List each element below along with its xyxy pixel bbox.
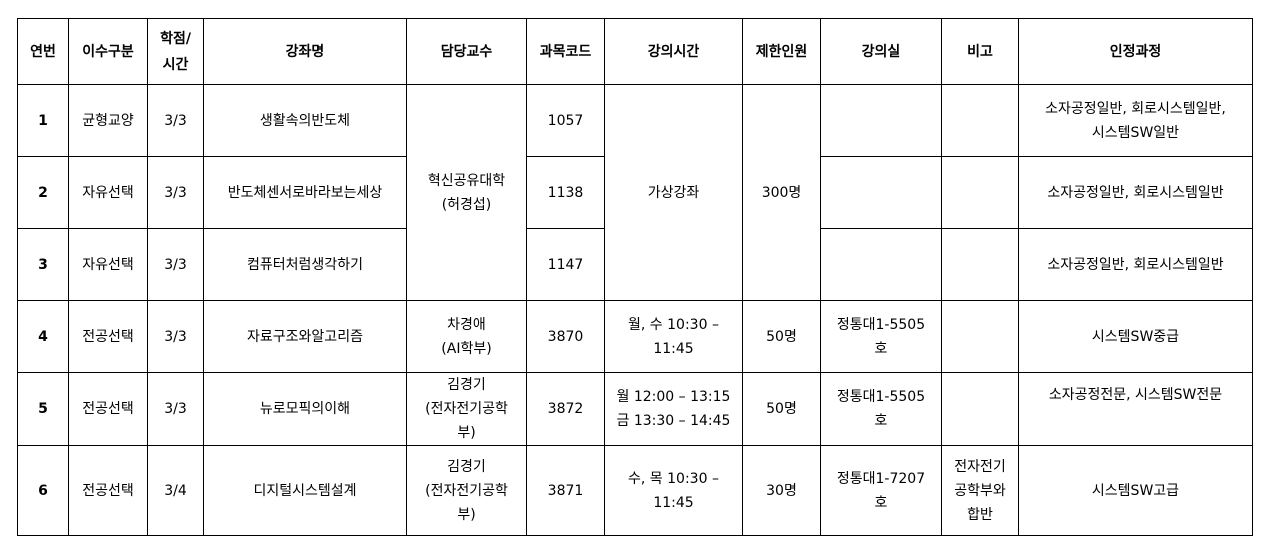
header-note: 비고 bbox=[941, 18, 1019, 85]
row-code: 3871 bbox=[526, 445, 605, 536]
header-room: 강의실 bbox=[820, 18, 942, 85]
row-name: 반도체센서로바라보는세상 bbox=[203, 156, 407, 229]
row-note bbox=[941, 228, 1019, 301]
course-table: 연번 이수구분 학점/ 시간 강좌명 담당교수 과목코드 강의시간 제한인원 강… bbox=[17, 18, 1253, 536]
row-name: 디지털시스템설계 bbox=[203, 445, 407, 536]
row-track: 시스템SW고급 bbox=[1018, 445, 1253, 536]
row-professor: 혁신공유대학 (허경섭) bbox=[406, 84, 527, 301]
row-type: 자유선택 bbox=[68, 228, 148, 301]
row-limit: 50명 bbox=[742, 300, 821, 373]
row-name: 자료구조와알고리즘 bbox=[203, 300, 407, 373]
table-row: 2 자유선택 3/3 반도체센서로바라보는세상 1138 소자공정일반, 회로시… bbox=[17, 156, 1253, 229]
row-time: 월 12:00 – 13:15 금 13:30 – 14:45 bbox=[604, 372, 743, 446]
row-room bbox=[820, 228, 942, 301]
row-credit: 3/3 bbox=[147, 300, 204, 373]
row-track: 소자공정일반, 회로시스템일반, 시스템SW일반 bbox=[1018, 84, 1253, 157]
table-row: 1 균형교양 3/3 생활속의반도체 혁신공유대학 (허경섭) 1057 가상강… bbox=[17, 84, 1253, 301]
row-room bbox=[820, 156, 942, 229]
row-no: 2 bbox=[17, 156, 69, 229]
row-track: 소자공정일반, 회로시스템일반 bbox=[1018, 156, 1253, 229]
header-professor: 담당교수 bbox=[406, 18, 527, 85]
row-note bbox=[941, 372, 1019, 446]
row-code: 1147 bbox=[526, 228, 605, 301]
row-time: 월, 수 10:30 – 11:45 bbox=[604, 300, 743, 373]
row-type: 자유선택 bbox=[68, 156, 148, 229]
row-credit: 3/3 bbox=[147, 156, 204, 229]
table-row: 4 전공선택 3/3 자료구조와알고리즘 차경애 (AI학부) 3870 월, … bbox=[17, 300, 1253, 373]
row-credit: 3/3 bbox=[147, 228, 204, 301]
row-time: 가상강좌 bbox=[604, 84, 743, 301]
header-no: 연번 bbox=[17, 18, 69, 85]
row-room: 정통대1-7207 호 bbox=[820, 445, 942, 536]
row-professor: 김경기 (전자전기공학 부) bbox=[406, 445, 527, 536]
row-name: 생활속의반도체 bbox=[203, 84, 407, 157]
row-note bbox=[941, 84, 1019, 157]
header-row: 연번 이수구분 학점/ 시간 강좌명 담당교수 과목코드 강의시간 제한인원 강… bbox=[17, 18, 1253, 85]
row-limit: 50명 bbox=[742, 372, 821, 446]
row-track: 소자공정일반, 회로시스템일반 bbox=[1018, 228, 1253, 301]
row-room: 정통대1-5505 호 bbox=[820, 300, 942, 373]
row-no: 6 bbox=[17, 445, 69, 536]
row-limit: 30명 bbox=[742, 445, 821, 536]
table-row: 5 전공선택 3/3 뉴로모픽의이해 김경기 (전자전기공학 부) 3872 월… bbox=[17, 372, 1253, 446]
row-note: 전자전기 공학부와 합반 bbox=[941, 445, 1019, 536]
row-credit: 3/3 bbox=[147, 372, 204, 446]
row-no: 3 bbox=[17, 228, 69, 301]
header-code: 과목코드 bbox=[526, 18, 605, 85]
row-no: 5 bbox=[17, 372, 69, 446]
row-track: 시스템SW중급 bbox=[1018, 300, 1253, 373]
row-credit: 3/3 bbox=[147, 84, 204, 157]
row-name: 컴퓨터처럼생각하기 bbox=[203, 228, 407, 301]
row-code: 3872 bbox=[526, 372, 605, 446]
row-track: 소자공정전문, 시스템SW전문 bbox=[1018, 372, 1253, 446]
row-type: 전공선택 bbox=[68, 445, 148, 536]
row-type: 전공선택 bbox=[68, 372, 148, 446]
header-type: 이수구분 bbox=[68, 18, 148, 85]
header-credit: 학점/ 시간 bbox=[147, 18, 204, 85]
row-no: 4 bbox=[17, 300, 69, 373]
row-room: 정통대1-5505 호 bbox=[820, 372, 942, 446]
header-name: 강좌명 bbox=[203, 18, 407, 85]
row-code: 3870 bbox=[526, 300, 605, 373]
row-limit: 300명 bbox=[742, 84, 821, 301]
header-limit: 제한인원 bbox=[742, 18, 821, 85]
header-time: 강의시간 bbox=[604, 18, 743, 85]
row-credit: 3/4 bbox=[147, 445, 204, 536]
row-professor: 김경기 (전자전기공학 부) bbox=[406, 372, 527, 446]
row-note bbox=[941, 156, 1019, 229]
row-code: 1057 bbox=[526, 84, 605, 157]
row-no: 1 bbox=[17, 84, 69, 157]
table-row: 6 전공선택 3/4 디지털시스템설계 김경기 (전자전기공학 부) 3871 … bbox=[17, 445, 1253, 536]
row-type: 전공선택 bbox=[68, 300, 148, 373]
row-code: 1138 bbox=[526, 156, 605, 229]
row-room bbox=[820, 84, 942, 157]
row-professor: 차경애 (AI학부) bbox=[406, 300, 527, 373]
header-track: 인정과정 bbox=[1018, 18, 1253, 85]
row-name: 뉴로모픽의이해 bbox=[203, 372, 407, 446]
row-note bbox=[941, 300, 1019, 373]
row-time: 수, 목 10:30 – 11:45 bbox=[604, 445, 743, 536]
row-type: 균형교양 bbox=[68, 84, 148, 157]
